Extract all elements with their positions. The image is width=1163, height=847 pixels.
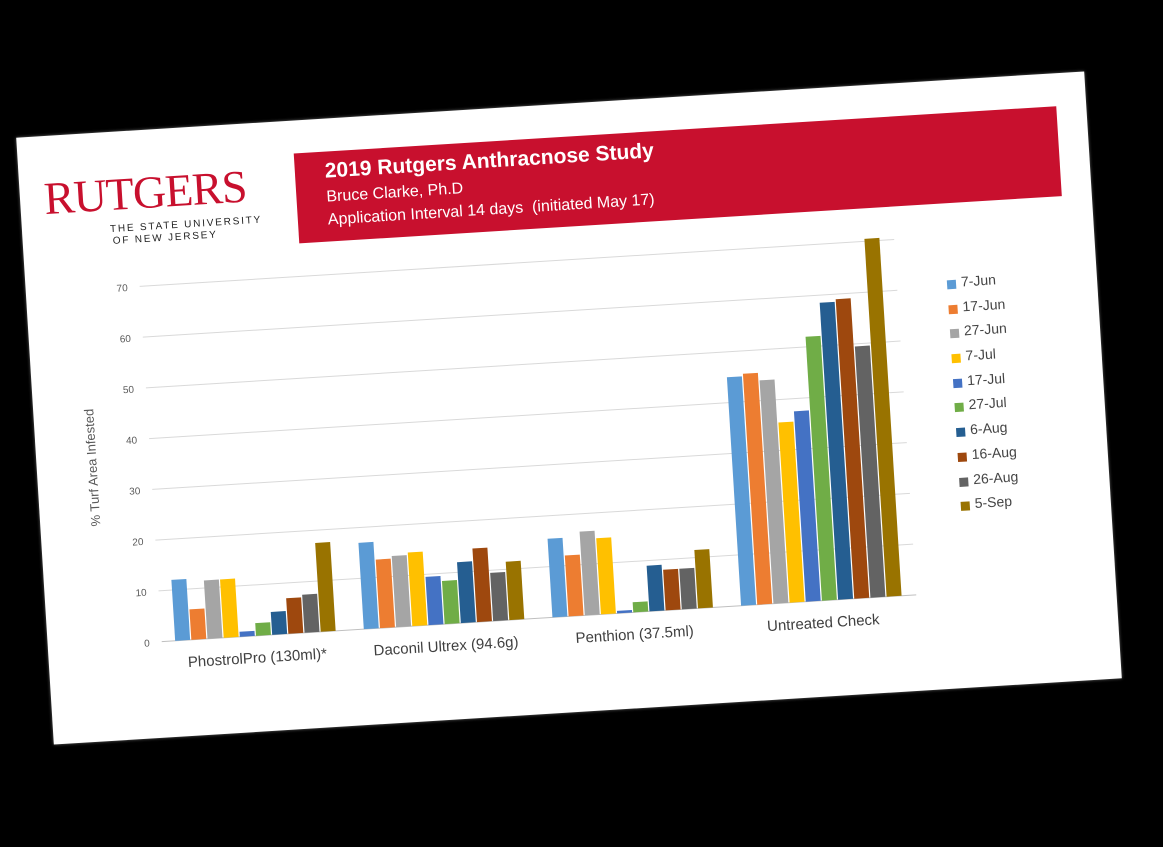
x-category-label: Penthion (37.5ml) — [575, 623, 694, 647]
bar — [270, 611, 288, 635]
y-axis-label: % Turf Area Infested — [81, 408, 103, 526]
bar — [302, 593, 320, 633]
legend-label: 7-Jun — [960, 271, 997, 290]
bar — [793, 410, 821, 602]
bar — [171, 578, 191, 641]
bar — [203, 579, 223, 639]
chart-bars — [171, 237, 902, 641]
y-tick-label: 10 — [135, 588, 147, 600]
bar — [759, 379, 789, 604]
y-tick-label: 30 — [129, 486, 141, 498]
gridline — [149, 391, 904, 440]
bar-chart: 0 10 20 30 40 50 60 70 PhostrolPro (130ml)* Daco… — [81, 237, 917, 671]
bar — [375, 558, 395, 629]
x-category-label: Untreated Check — [767, 611, 881, 635]
legend-label: 26-Aug — [972, 467, 1019, 487]
y-tick-label: 20 — [132, 537, 144, 549]
y-axis-ticks: 0 10 20 30 40 50 60 70 — [116, 283, 150, 650]
bar — [286, 597, 304, 634]
legend-label: 7-Jul — [965, 345, 997, 364]
gridline — [142, 289, 898, 338]
bar — [239, 630, 255, 637]
bar — [679, 567, 697, 610]
bar — [778, 421, 805, 603]
bar — [505, 560, 525, 621]
bar — [425, 575, 444, 626]
bar — [805, 335, 837, 601]
chart-gridlines — [139, 239, 917, 643]
legend-swatch — [959, 476, 969, 487]
legend-label: 27-Jul — [968, 394, 1008, 413]
bar — [742, 372, 773, 605]
bar — [726, 376, 757, 606]
bar — [358, 541, 379, 630]
bar — [564, 554, 584, 617]
bar — [407, 551, 428, 627]
bar — [220, 578, 239, 638]
bar — [864, 237, 902, 597]
x-category-label: Daconil Ultrex (94.6g) — [373, 634, 519, 660]
bar — [547, 537, 568, 618]
bar — [819, 301, 854, 600]
legend-swatch — [957, 452, 968, 462]
bar — [694, 549, 713, 609]
x-category-label: PhostrolPro (130ml)* — [187, 645, 327, 671]
legend-swatch — [946, 279, 957, 290]
bar — [391, 555, 412, 628]
legend-label: 5-Sep — [974, 492, 1013, 512]
legend-swatch — [954, 403, 965, 413]
y-tick-label: 50 — [123, 385, 135, 397]
y-tick-label: 0 — [144, 638, 151, 649]
bar — [616, 609, 633, 614]
legend-label: 16-Aug — [971, 443, 1018, 462]
bar — [579, 530, 600, 616]
bar — [189, 608, 207, 640]
bar — [854, 345, 886, 598]
legend-swatch — [960, 501, 971, 512]
legend-swatch — [949, 329, 960, 339]
legend-label: 27-Jun — [963, 320, 1008, 339]
bar — [835, 298, 870, 599]
gridline — [139, 239, 895, 287]
bar — [632, 601, 649, 613]
legend-swatch — [955, 427, 966, 438]
bar — [315, 542, 336, 632]
bar — [490, 571, 509, 622]
legend-swatch — [948, 304, 958, 314]
y-tick-label: 40 — [126, 435, 138, 447]
legend-swatch — [952, 378, 963, 388]
legend-label: 6-Aug — [969, 419, 1008, 438]
y-tick-label: 70 — [116, 283, 128, 295]
bar — [646, 564, 665, 612]
bar — [596, 537, 616, 615]
bar — [441, 580, 460, 625]
bar — [663, 568, 681, 611]
legend-swatch — [951, 353, 961, 364]
bar — [472, 547, 492, 623]
bar — [255, 622, 271, 636]
bar — [457, 561, 476, 624]
legend-label: 17-Jun — [961, 295, 1006, 315]
y-tick-label: 60 — [119, 334, 131, 346]
legend-label: 17-Jul — [966, 369, 1006, 389]
slide: RUTGERS THE STATE UNIVERSITY OF NEW JERS… — [16, 71, 1122, 745]
gridline — [145, 340, 901, 389]
